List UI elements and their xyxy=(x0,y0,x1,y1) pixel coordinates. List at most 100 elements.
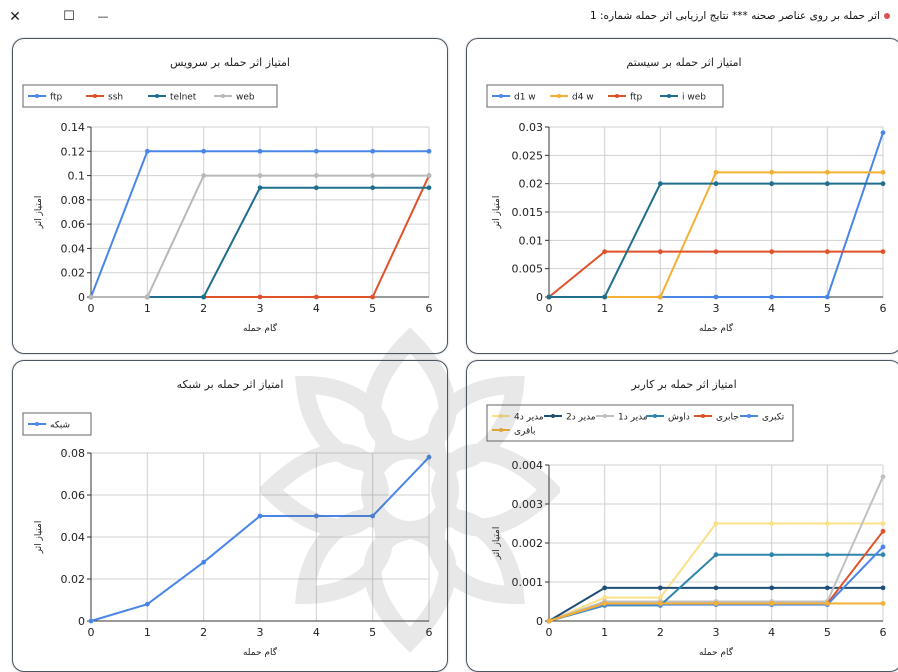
y-tick-label: 0.04 xyxy=(61,531,86,544)
close-icon[interactable]: ✕ xyxy=(9,9,21,25)
window-title: اثر حمله بر روی عناصر صحنه *** نتایج ارز… xyxy=(590,10,890,22)
legend-swatch-marker xyxy=(653,414,657,418)
legend-box xyxy=(22,412,92,436)
minimize-icon[interactable]: — xyxy=(97,10,109,23)
chart-panel-user: امتیاز اثر حمله بر کاربر مدیر د4 مدیر د2 مد… xyxy=(466,360,898,672)
y-tick-label: 0.08 xyxy=(61,447,86,460)
data-point xyxy=(713,552,719,558)
data-point xyxy=(769,169,775,175)
chart-panel-service: امتیاز اثر حمله بر سرویس ftp ssh telnet web 0… xyxy=(12,38,448,354)
data-point xyxy=(880,601,886,606)
x-tick-label: 6 xyxy=(880,302,887,315)
legend-box xyxy=(486,84,724,108)
y-tick-label: 0.025 xyxy=(512,149,544,162)
y-tick-label: 0.06 xyxy=(61,218,86,231)
data-point xyxy=(657,595,663,600)
data-point xyxy=(880,544,886,550)
data-point xyxy=(426,173,432,178)
x-tick-label: 3 xyxy=(257,302,264,315)
data-point xyxy=(713,294,719,300)
x-axis-label: گام حمله xyxy=(699,646,734,658)
data-point xyxy=(713,601,719,606)
legend-swatch-marker xyxy=(93,94,97,98)
maximize-icon[interactable]: ☐ xyxy=(63,9,75,24)
legend-swatch-marker xyxy=(557,94,561,98)
legend-entry-label: مدیر د1 xyxy=(618,413,648,423)
data-point xyxy=(602,249,608,255)
x-tick-label: 5 xyxy=(824,626,831,639)
y-tick-label: 0.015 xyxy=(512,206,544,219)
x-tick-label: 0 xyxy=(88,626,95,639)
legend-swatch-marker xyxy=(499,414,503,418)
data-point xyxy=(880,474,886,480)
legend-entry-label: telnet xyxy=(170,93,197,103)
data-point xyxy=(257,294,263,300)
x-tick-label: 4 xyxy=(768,626,775,639)
legend-entry-label: مدیر د4 xyxy=(514,413,544,423)
data-point xyxy=(769,249,775,255)
data-point xyxy=(313,294,319,300)
legend-swatch-marker xyxy=(701,414,705,418)
data-point xyxy=(426,148,432,154)
x-tick-label: 3 xyxy=(713,302,720,315)
data-point xyxy=(880,528,886,534)
chart-network: امتیاز اثر حمله بر شبکه شبکه 0 1 2 3 4 5 6 0 0.02 0… xyxy=(22,378,433,658)
data-point xyxy=(602,294,608,300)
data-point xyxy=(769,521,775,526)
y-tick-label: 0.12 xyxy=(61,145,86,158)
data-point xyxy=(201,173,207,178)
y-tick-label: 0.003 xyxy=(512,498,544,511)
data-point xyxy=(657,601,663,606)
data-point xyxy=(824,294,830,300)
data-point xyxy=(546,618,552,624)
data-point xyxy=(370,148,376,154)
data-point xyxy=(880,249,886,255)
x-tick-label: 4 xyxy=(768,302,775,315)
y-axis-label: امتیاز اثر xyxy=(492,527,502,561)
data-point xyxy=(370,513,376,519)
data-point xyxy=(880,521,886,526)
data-point xyxy=(313,148,319,154)
x-tick-label: 4 xyxy=(313,302,320,315)
legend-box xyxy=(486,404,794,442)
legend-entry-label: web xyxy=(236,93,255,103)
chart-title: امتیاز اثر حمله بر کاربر xyxy=(630,378,736,391)
y-tick-label: 0.06 xyxy=(61,489,86,502)
x-tick-label: 1 xyxy=(601,302,608,315)
data-point xyxy=(201,559,207,565)
data-point xyxy=(824,249,830,255)
y-tick-label: 0 xyxy=(536,291,543,304)
data-point xyxy=(657,585,663,591)
x-tick-label: 6 xyxy=(426,302,433,315)
x-tick-label: 0 xyxy=(546,302,553,315)
y-tick-label: 0 xyxy=(78,291,85,304)
x-tick-label: 5 xyxy=(369,302,376,315)
data-point xyxy=(713,181,719,187)
legend-swatch-marker xyxy=(155,94,159,98)
data-point xyxy=(880,585,886,591)
legend-entry-label: باقری xyxy=(514,427,536,437)
x-tick-label: 6 xyxy=(426,626,433,639)
legend-swatch-marker xyxy=(615,94,619,98)
data-point xyxy=(769,585,775,591)
data-point xyxy=(824,585,830,591)
y-tick-label: 0.14 xyxy=(61,121,86,134)
data-point xyxy=(880,130,886,136)
data-point xyxy=(370,173,376,178)
legend-swatch-marker xyxy=(747,414,751,418)
data-point xyxy=(657,181,663,187)
data-point xyxy=(880,169,886,175)
x-tick-label: 2 xyxy=(200,302,207,315)
legend-entry-label: d4 w xyxy=(572,93,594,103)
data-point xyxy=(602,601,608,606)
app-icon xyxy=(884,13,890,19)
data-point xyxy=(713,585,719,591)
title-bar: ✕ ☐ — اثر حمله بر روی عناصر صحنه *** نتا… xyxy=(0,0,898,34)
data-point xyxy=(602,595,608,600)
y-tick-label: 0.02 xyxy=(519,178,544,191)
legend-entry-label: شبکه xyxy=(50,421,70,431)
data-point xyxy=(313,173,319,178)
data-point xyxy=(824,601,830,606)
data-point xyxy=(880,552,886,558)
y-tick-label: 0.01 xyxy=(519,234,544,247)
